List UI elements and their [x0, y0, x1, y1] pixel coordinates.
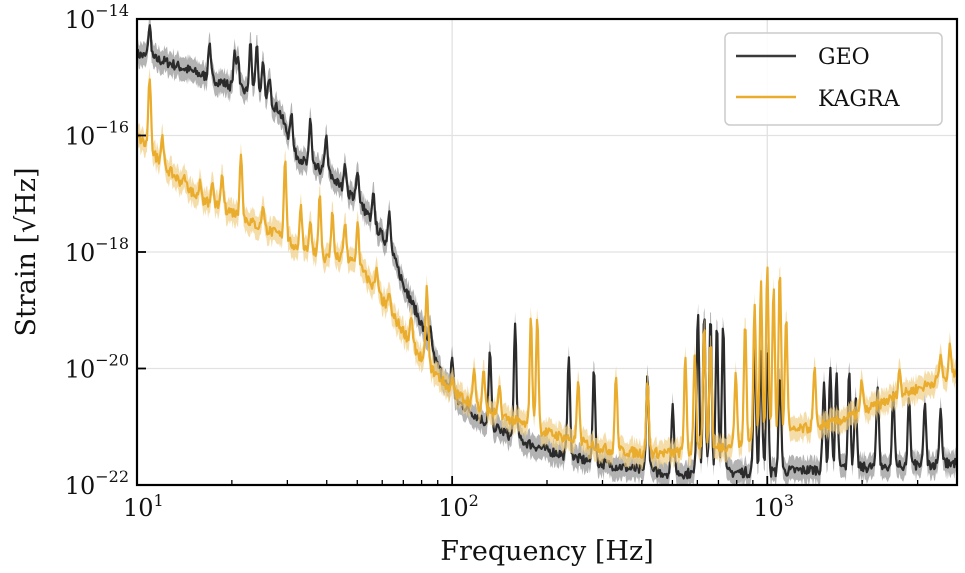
x-axis-title: Frequency [Hz]	[440, 536, 653, 567]
y-tick-label: 10−16	[65, 118, 129, 151]
series-kagra	[137, 67, 957, 470]
series-layer	[137, 19, 957, 485]
y-tick-label: 10−18	[65, 234, 129, 267]
ticks: 101 102 103 10−14 10−16 10−18 10−20 10−22	[65, 1, 958, 522]
plot-frame	[135, 17, 959, 487]
y-tick-label: 10−20	[65, 351, 129, 384]
legend: GEO KAGRA	[724, 32, 943, 126]
line-kagra	[137, 78, 957, 460]
y-tick-label: 10−22	[65, 467, 129, 500]
x-tick-label: 102	[438, 491, 479, 522]
legend-label-kagra: KAGRA	[818, 87, 901, 112]
y-tick-label: 10−14	[65, 1, 129, 34]
y-axis-title: Strain [√Hz]	[11, 167, 42, 336]
x-tick-label: 103	[753, 491, 794, 522]
x-tick-label: 101	[123, 491, 164, 522]
legend-label-geo: GEO	[818, 45, 870, 70]
